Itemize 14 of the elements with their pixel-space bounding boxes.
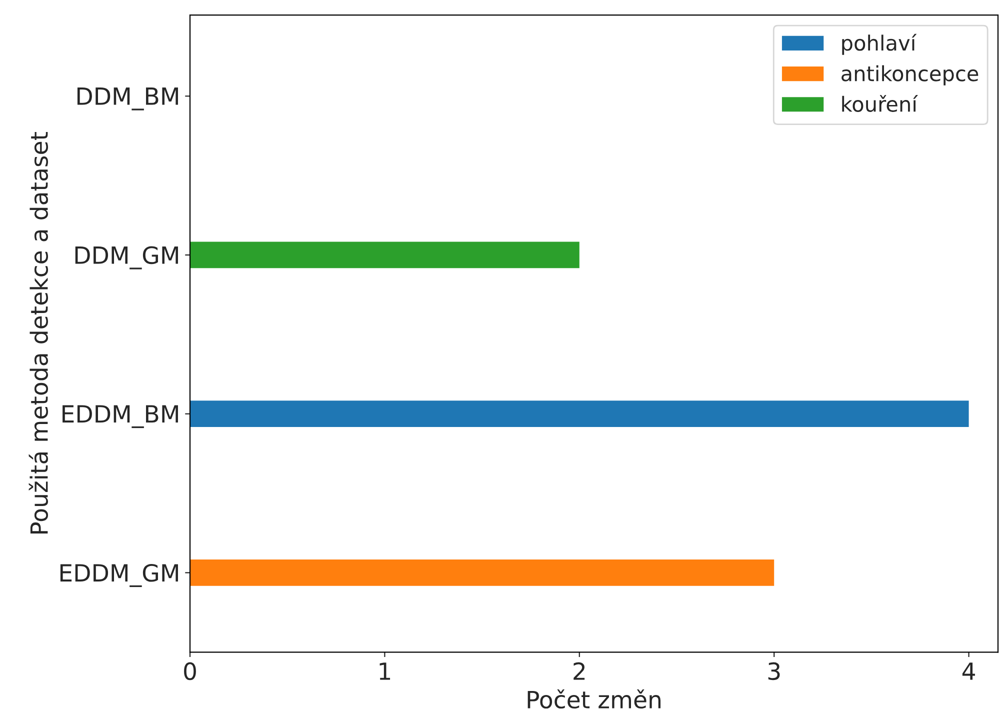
legend-label: pohlaví — [842, 34, 917, 55]
x-tick-label: 3 — [768, 662, 780, 680]
x-tick-label: 1 — [380, 662, 390, 680]
legend-label: kouření — [842, 95, 918, 112]
x-tick-label: 0 — [184, 662, 196, 680]
y-tick-label: DDM_BM — [77, 88, 178, 110]
y-axis-title: Použitá metoda detekce a dataset — [28, 132, 48, 534]
x-tick-label: 2 — [574, 662, 585, 680]
x-axis-title: Počet změn — [528, 689, 660, 709]
y-tick-label: EDDM_GM — [60, 564, 178, 588]
x-tick-label: 4 — [962, 662, 975, 680]
legend-label: antikoncepce — [842, 65, 978, 86]
y-tick-label: EDDM_BM — [62, 405, 178, 428]
y-tick-label: DDM_GM — [75, 246, 178, 270]
